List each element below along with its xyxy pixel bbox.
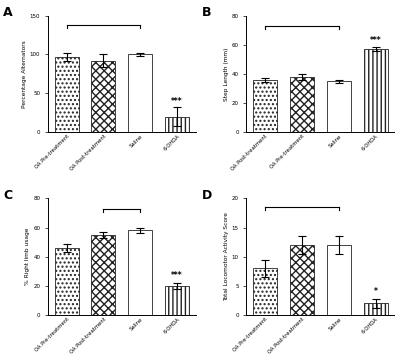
Y-axis label: Percentage Alternators: Percentage Alternators [22, 40, 27, 108]
Bar [128, 230, 152, 315]
Text: A: A [4, 6, 13, 19]
Text: ***: *** [171, 97, 183, 106]
Text: B: B [202, 6, 212, 19]
Bar [327, 81, 351, 132]
Bar [290, 245, 314, 315]
Bar [253, 80, 277, 132]
Text: *: * [374, 287, 378, 296]
Y-axis label: Step Length (mm): Step Length (mm) [224, 47, 229, 101]
Y-axis label: % Right limb usage: % Right limb usage [26, 228, 30, 285]
Text: C: C [4, 189, 12, 202]
Text: ***: *** [370, 36, 382, 45]
Bar [165, 286, 189, 315]
Bar [327, 245, 351, 315]
Text: D: D [202, 189, 212, 202]
Bar [92, 61, 115, 132]
Bar [165, 117, 189, 132]
Text: ***: *** [171, 271, 183, 280]
Bar [128, 54, 152, 132]
Bar [364, 303, 388, 315]
Bar [364, 49, 388, 132]
Bar [54, 57, 78, 132]
Bar [92, 235, 115, 315]
Bar [253, 268, 277, 315]
Bar [290, 77, 314, 132]
Bar [54, 248, 78, 315]
Y-axis label: Total Locomotor Activity Score: Total Locomotor Activity Score [224, 212, 229, 301]
